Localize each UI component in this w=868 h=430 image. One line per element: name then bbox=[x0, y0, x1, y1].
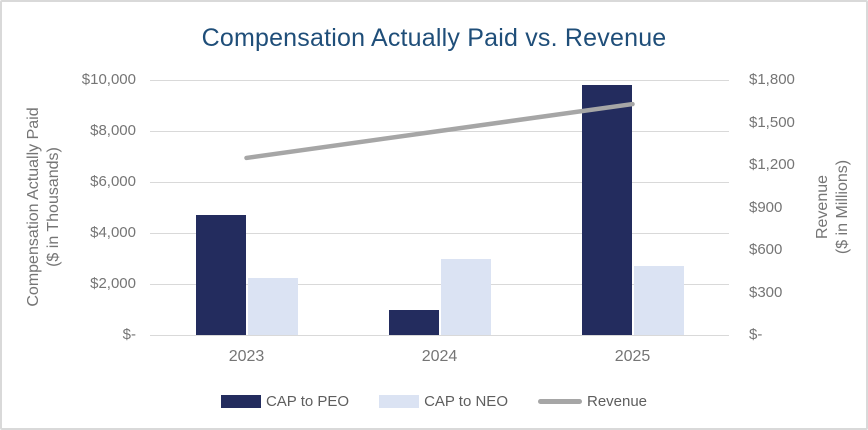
legend-item-cap-to-neo: CAP to NEO bbox=[379, 393, 508, 410]
right-axis-title-line1: Revenue bbox=[814, 174, 831, 240]
gridline bbox=[150, 182, 729, 183]
x-axis-label-2025: 2025 bbox=[614, 348, 651, 365]
right-axis-tick-label: $300 bbox=[749, 283, 783, 301]
right-axis-tick-label: $600 bbox=[749, 241, 783, 258]
right-axis-title: Revenue ($ in Millions) bbox=[813, 160, 853, 254]
legend-label: CAP to NEO bbox=[424, 393, 508, 410]
left-axis-tick-label: $- bbox=[122, 326, 136, 343]
bar-cap-to-neo-2024 bbox=[440, 258, 491, 335]
left-axis-tick-label: $4,000 bbox=[90, 224, 136, 241]
legend-label: Revenue bbox=[586, 393, 648, 410]
chart-title: Compensation Actually Paid vs. Revenue bbox=[201, 24, 667, 52]
gridline bbox=[150, 233, 729, 234]
legend-bar-swatch bbox=[379, 395, 420, 408]
legend-label: CAP to PEO bbox=[265, 393, 350, 410]
legend: CAP to PEO CAP to NEO Revenue bbox=[2, 393, 866, 410]
plot-area bbox=[150, 80, 729, 336]
gridline bbox=[150, 284, 729, 285]
gridline bbox=[150, 335, 729, 336]
gridline bbox=[150, 80, 729, 81]
right-axis-tick-label: $1,500 bbox=[749, 113, 795, 131]
bar-cap-to-neo-2023 bbox=[247, 277, 298, 335]
x-axis-label-2023: 2023 bbox=[228, 348, 265, 365]
right-axis-tick-label: $1,800 bbox=[749, 71, 795, 88]
right-axis-title-line2: ($ in Millions) bbox=[834, 159, 851, 255]
bar-cap-to-peo-2024 bbox=[388, 309, 439, 335]
bar-cap-to-neo-2025 bbox=[633, 266, 684, 335]
legend-bar-swatch bbox=[220, 395, 261, 408]
x-axis-label-2024: 2024 bbox=[421, 348, 458, 365]
left-axis-tick-label: $2,000 bbox=[90, 275, 136, 292]
left-axis-tick-label: $10,000 bbox=[81, 71, 136, 88]
revenue-line bbox=[244, 101, 635, 161]
right-axis-tick-label: $900 bbox=[749, 198, 783, 216]
right-axis-tick-label: $- bbox=[749, 326, 763, 343]
bar-cap-to-peo-2023 bbox=[195, 215, 246, 335]
bar-cap-to-peo-2025 bbox=[581, 85, 632, 335]
legend-item-cap-to-peo: CAP to PEO bbox=[220, 393, 350, 410]
legend-item-revenue: Revenue bbox=[537, 393, 648, 410]
right-axis-tick-label: $1,200 bbox=[749, 156, 795, 173]
left-axis-tick-label: $8,000 bbox=[90, 122, 136, 139]
left-axis-tick-label: $6,000 bbox=[90, 173, 136, 190]
legend-line-swatch bbox=[537, 399, 582, 404]
